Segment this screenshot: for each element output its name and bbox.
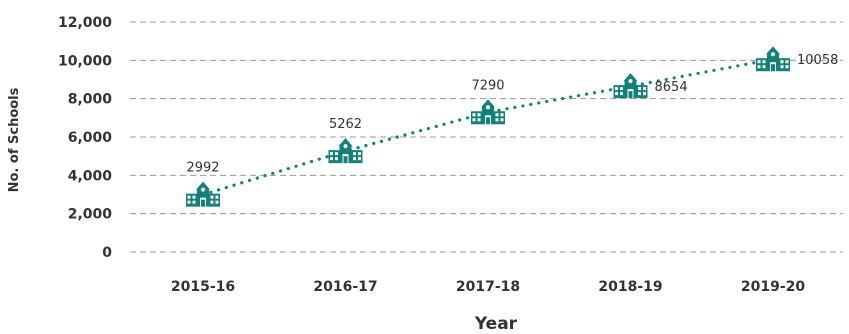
y-tick-label: 0 bbox=[102, 245, 112, 261]
data-labels: 2992 5262 7290 8654 10058 bbox=[186, 53, 838, 175]
y-tick-label: 2,000 bbox=[68, 207, 113, 223]
y-axis-label: No. of Schools bbox=[7, 87, 22, 192]
school-icon bbox=[756, 46, 790, 72]
school-icon bbox=[471, 99, 505, 125]
x-tick-label: 2017-18 bbox=[456, 279, 520, 295]
y-tick-label: 6,000 bbox=[68, 130, 113, 146]
y-tick-label: 12,000 bbox=[58, 15, 112, 31]
data-label: 7290 bbox=[471, 78, 504, 93]
x-axis-label: Year bbox=[474, 314, 518, 334]
x-tick-label: 2018-19 bbox=[598, 279, 662, 295]
y-tick-label: 8,000 bbox=[68, 92, 113, 108]
school-icon bbox=[328, 138, 363, 164]
x-axis-ticks: 2015-16 2016-17 2017-18 2018-19 2019-20 bbox=[171, 279, 806, 295]
school-icon bbox=[613, 73, 648, 99]
y-tick-label: 10,000 bbox=[58, 53, 112, 69]
data-markers bbox=[186, 46, 790, 207]
data-label: 5262 bbox=[329, 117, 362, 132]
x-tick-label: 2019-20 bbox=[741, 279, 806, 295]
y-axis-ticks: 0 2,000 4,000 6,000 8,000 10,000 12,000 bbox=[58, 15, 112, 261]
school-icon bbox=[186, 181, 220, 207]
x-tick-label: 2015-16 bbox=[171, 279, 235, 295]
data-label: 10058 bbox=[797, 53, 838, 68]
data-label: 8654 bbox=[655, 80, 688, 95]
data-label: 2992 bbox=[186, 161, 219, 176]
y-tick-label: 4,000 bbox=[68, 168, 113, 184]
gridlines bbox=[130, 21, 843, 253]
x-tick-label: 2016-17 bbox=[313, 279, 377, 295]
